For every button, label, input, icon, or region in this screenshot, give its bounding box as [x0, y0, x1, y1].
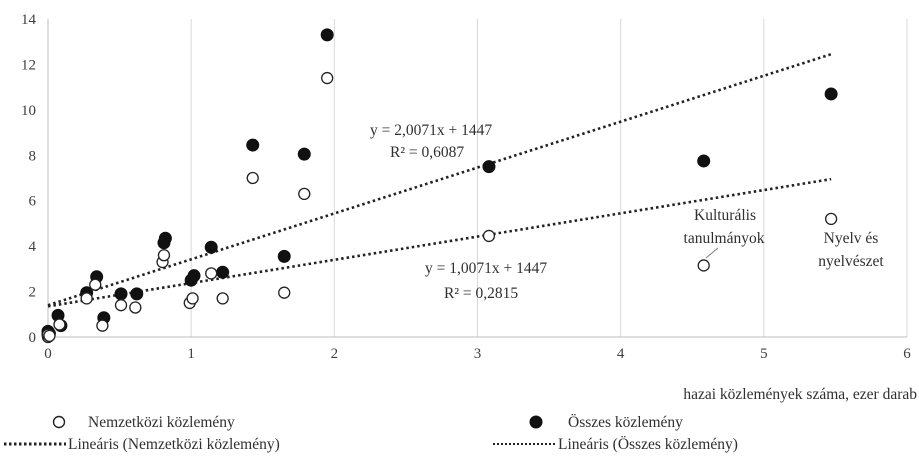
point-total	[482, 160, 496, 174]
trendline-equation-international: y = 1,0071x + 1447	[425, 260, 547, 277]
x-tick-label: 0	[44, 346, 52, 362]
point-international	[89, 278, 102, 291]
y-tick-label: 6	[29, 194, 37, 210]
legend-label-trend-international: Lineáris (Nemzetközi közlemény)	[68, 436, 280, 453]
point-total	[246, 138, 260, 152]
annotation-language-line1: Nyelv és	[824, 230, 879, 247]
point-total	[187, 269, 201, 283]
trendline-r2-international: R² = 0,2815	[444, 285, 518, 302]
grid-lines	[190, 19, 908, 337]
x-tick-label: 6	[903, 346, 911, 362]
point-international	[96, 319, 109, 332]
point-total	[216, 265, 230, 279]
point-international	[482, 229, 496, 243]
y-tick-label: 10	[21, 103, 36, 119]
point-international	[205, 267, 218, 280]
y-tick-label: 14	[21, 12, 37, 28]
point-international	[186, 292, 199, 305]
axes	[47, 19, 907, 338]
point-international	[114, 299, 128, 312]
point-international	[157, 249, 171, 262]
point-total	[297, 147, 311, 161]
point-international	[278, 286, 291, 299]
legend-label-trend-total: Lineáris (Összes közlemény)	[558, 436, 738, 453]
point-international	[80, 292, 93, 305]
point-total	[320, 28, 334, 42]
x-tick-label: 5	[760, 346, 768, 362]
annotation-cultural-leader	[705, 247, 719, 259]
y-tick-label: 12	[21, 57, 36, 73]
point-total	[697, 154, 711, 168]
y-tick-label: 0	[29, 330, 37, 346]
x-axis-label: hazai közlemények száma, ezer darab	[683, 386, 917, 403]
point-international	[246, 171, 259, 185]
point-international	[53, 318, 66, 331]
point-international	[321, 71, 334, 85]
trendline-equation-total: y = 2,0071x + 1447	[370, 122, 492, 139]
point-international	[697, 259, 710, 272]
point-international	[129, 301, 142, 314]
y-tick-label: 4	[29, 239, 37, 255]
y-tick-label: 2	[29, 285, 37, 301]
point-total	[130, 287, 144, 301]
y-tick-label: 8	[29, 148, 37, 164]
trendline-r2-total: R² = 0,6087	[390, 144, 464, 161]
annotation-cultural-line1: Kulturális	[694, 207, 756, 224]
legend-label-total: Összes közlemény	[568, 414, 683, 431]
x-tick-label: 2	[331, 346, 339, 362]
point-total	[158, 231, 172, 245]
point-total	[204, 240, 218, 254]
x-tick-label: 3	[474, 346, 482, 362]
data-points	[41, 28, 838, 344]
point-international	[298, 187, 311, 201]
legend-marker-total	[529, 415, 543, 429]
point-total	[824, 87, 838, 101]
legend-marker-international	[52, 415, 66, 429]
trendline-international	[47, 177, 832, 308]
point-international	[824, 212, 838, 226]
point-international	[43, 329, 56, 343]
x-tick-label: 4	[617, 346, 625, 362]
annotation-cultural-line2: tanulmányok	[684, 230, 765, 247]
point-international	[216, 292, 229, 305]
trendlines	[47, 52, 832, 308]
x-tick-label: 1	[187, 346, 195, 362]
annotation-language-line2: nyelvészet	[818, 253, 884, 270]
legend-label-international: Nemzetközi közlemény	[88, 414, 235, 431]
legend: Nemzetközi közlemény Összes közlemény Li…	[4, 414, 738, 453]
point-total	[114, 287, 128, 301]
point-total	[277, 249, 291, 263]
